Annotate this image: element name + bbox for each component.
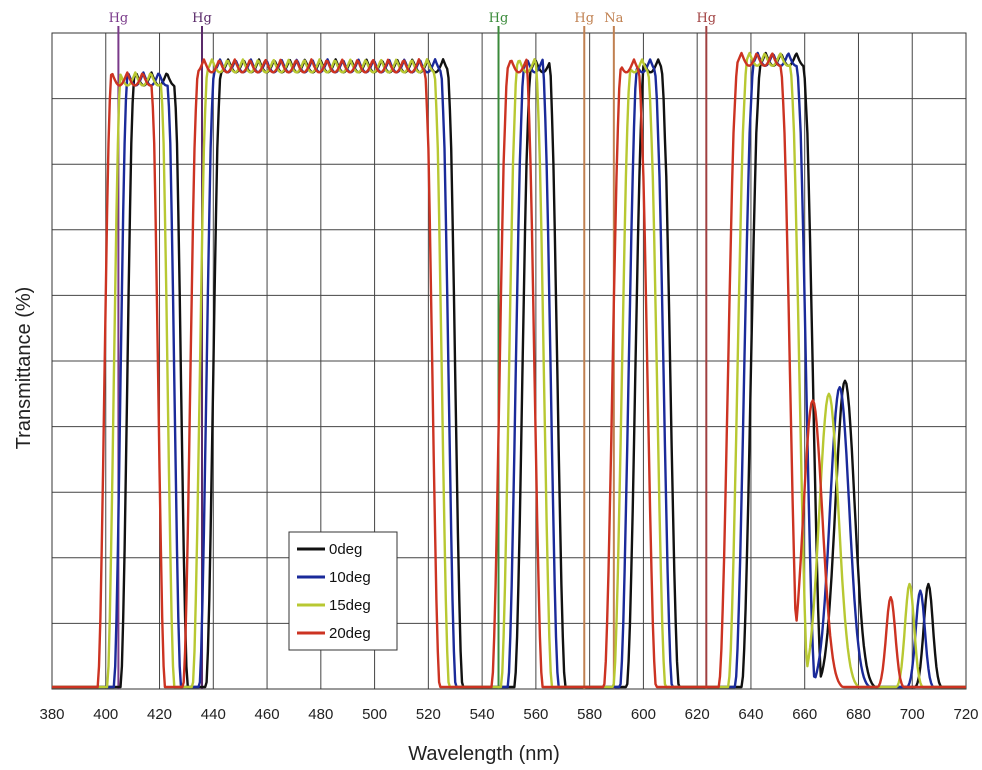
legend-box bbox=[288, 531, 398, 651]
plot-frame bbox=[51, 32, 967, 690]
x-tick-label: 420 bbox=[147, 706, 172, 723]
x-tick-label: 600 bbox=[631, 706, 656, 723]
x-tick-labels: 380 400 420 440 460 480 500 520 540 560 580 600 620 6… bbox=[39, 706, 978, 723]
marker-label: Hg bbox=[574, 11, 594, 26]
x-tick-label: 540 bbox=[470, 706, 495, 723]
x-tick-label: 720 bbox=[953, 706, 978, 723]
marker-label: Hg bbox=[192, 11, 212, 26]
x-tick-label: 520 bbox=[416, 706, 441, 723]
series-lines bbox=[52, 51, 966, 689]
marker-label: Hg bbox=[696, 11, 716, 26]
series-line-20deg bbox=[52, 51, 966, 689]
x-tick-label: 400 bbox=[93, 706, 118, 723]
y-axis-title: Transmittance (%) bbox=[13, 287, 35, 450]
marker-label: Na bbox=[604, 11, 623, 26]
legend: 0deg 10deg 15deg 20deg bbox=[288, 531, 398, 651]
x-tick-label: 700 bbox=[900, 706, 925, 723]
x-tick-label: 660 bbox=[792, 706, 817, 723]
marker-label: Hg bbox=[489, 11, 509, 26]
series-line-0deg bbox=[52, 51, 966, 689]
marker-label: Hg bbox=[109, 11, 129, 26]
legend-label: 0deg bbox=[329, 541, 362, 558]
legend-label: 20deg bbox=[329, 625, 371, 642]
legend-label: 15deg bbox=[329, 597, 371, 614]
x-tick-label: 500 bbox=[362, 706, 387, 723]
series-line-10deg bbox=[52, 51, 966, 689]
x-tick-label: 680 bbox=[846, 706, 871, 723]
legend-label: 10deg bbox=[329, 569, 371, 586]
x-tick-label: 380 bbox=[39, 706, 64, 723]
x-tick-label: 620 bbox=[685, 706, 710, 723]
x-tick-label: 460 bbox=[255, 706, 280, 723]
series-line-15deg bbox=[52, 51, 966, 689]
x-axis-title: Wavelength (nm) bbox=[408, 743, 560, 765]
x-tick-label: 580 bbox=[577, 706, 602, 723]
x-tick-label: 560 bbox=[523, 706, 548, 723]
x-tick-label: 480 bbox=[308, 706, 333, 723]
x-tick-label: 640 bbox=[738, 706, 763, 723]
x-tick-label: 440 bbox=[201, 706, 226, 723]
